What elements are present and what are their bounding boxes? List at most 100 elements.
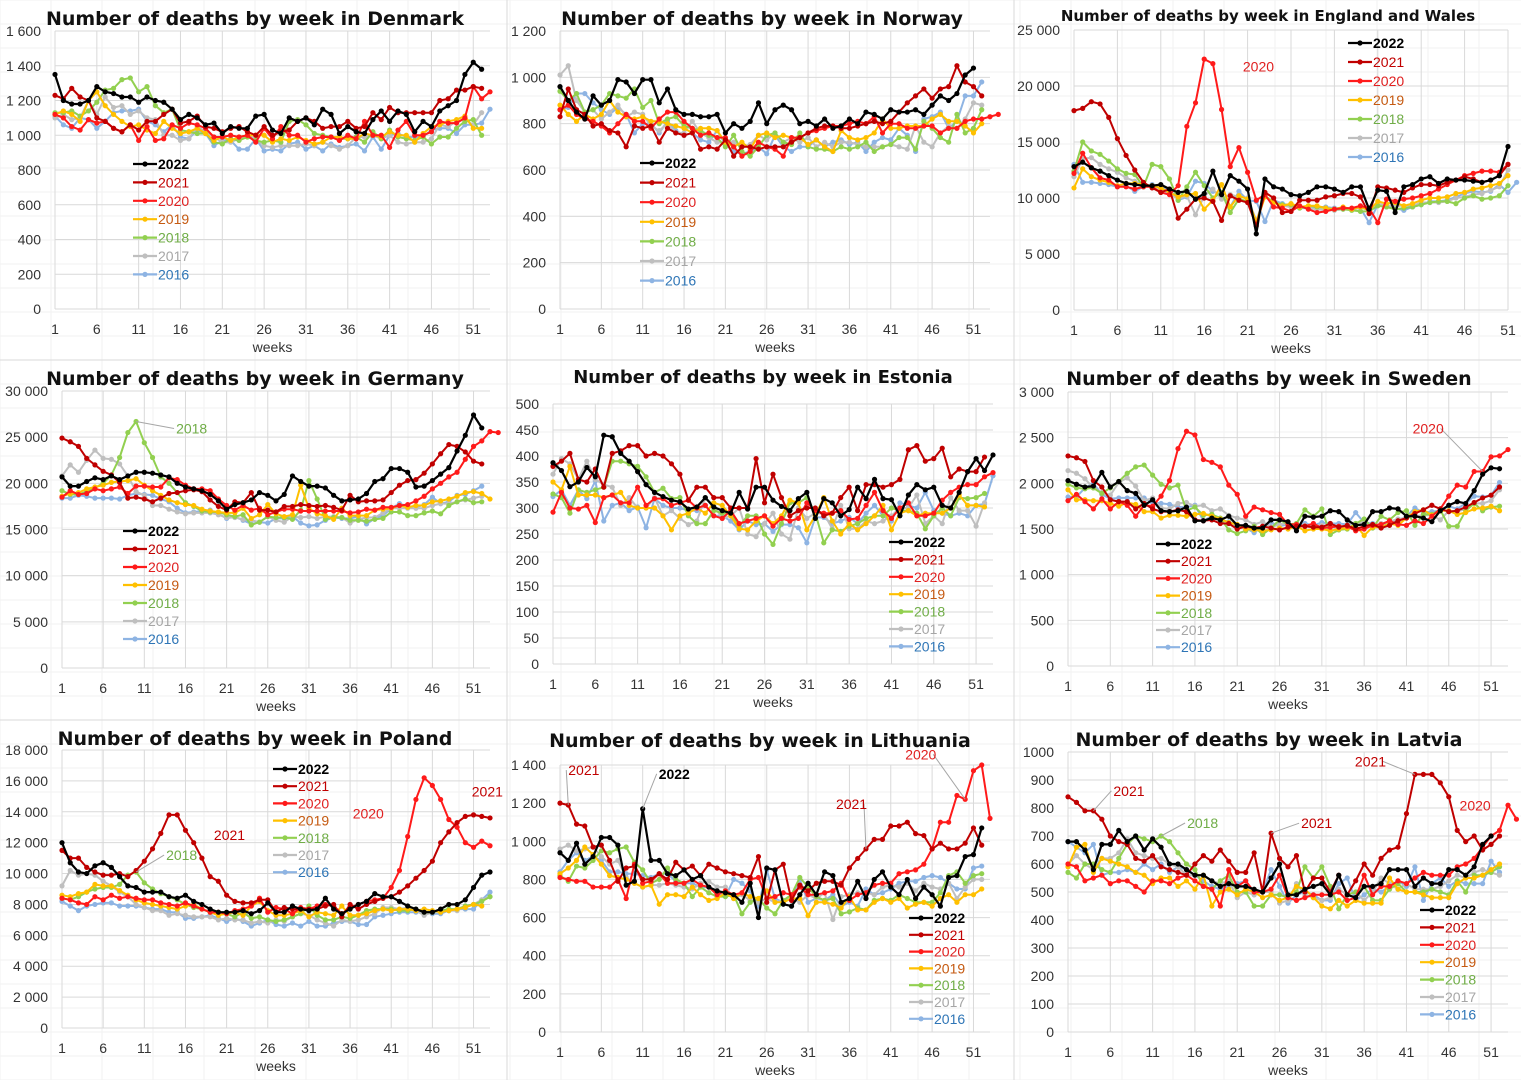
data-point	[855, 521, 861, 527]
data-point	[158, 900, 164, 906]
data-point	[152, 97, 158, 104]
x-tick-label: 1	[51, 321, 59, 337]
data-point	[770, 541, 776, 547]
data-point	[711, 508, 717, 514]
legend-label: 2017	[665, 253, 696, 269]
data-point	[194, 122, 200, 128]
data-point	[1158, 833, 1164, 839]
data-point	[1097, 161, 1103, 167]
legend-marker-icon	[898, 556, 904, 562]
data-point	[1505, 167, 1511, 173]
data-point	[607, 850, 613, 856]
legend-item-2022: 2022	[889, 534, 945, 550]
x-tick-label: 46	[1457, 322, 1473, 338]
data-point	[396, 867, 403, 874]
data-point	[479, 66, 485, 72]
data-point	[355, 912, 361, 918]
data-point	[215, 509, 221, 515]
legend-marker-icon	[282, 818, 288, 824]
legend-marker-icon	[918, 1016, 924, 1022]
legend-marker-icon	[1429, 1011, 1435, 1017]
data-point	[1114, 166, 1120, 172]
data-point	[753, 534, 759, 540]
data-point	[67, 483, 73, 489]
data-point	[855, 515, 861, 521]
data-point	[772, 911, 778, 917]
y-tick-label: 600	[18, 197, 42, 213]
data-point	[1370, 892, 1376, 898]
data-point	[1463, 872, 1469, 878]
data-point	[388, 504, 394, 510]
series-2022	[1065, 827, 1494, 901]
y-tick-label: 15 000	[5, 522, 48, 538]
data-point	[265, 520, 271, 526]
legend-marker-icon	[898, 609, 904, 615]
x-tick-label: 16	[676, 1044, 692, 1060]
x-tick-label: 21	[215, 321, 231, 337]
data-point	[405, 833, 411, 840]
series-line-2017	[61, 449, 483, 524]
data-point	[631, 90, 638, 97]
data-point	[269, 144, 276, 151]
data-point	[487, 869, 493, 875]
data-point	[265, 512, 271, 518]
data-point	[67, 903, 73, 909]
data-point	[914, 513, 920, 519]
data-point	[1123, 170, 1129, 176]
legend-item-2022: 2022	[133, 156, 189, 172]
data-point	[722, 890, 728, 896]
data-point	[921, 123, 927, 129]
data-point	[470, 844, 477, 850]
y-tick-label: 1 000	[511, 833, 546, 849]
data-point	[395, 127, 401, 133]
data-point	[1488, 498, 1494, 504]
data-point	[912, 867, 919, 873]
data-point	[937, 86, 943, 92]
data-point	[141, 880, 147, 886]
data-point	[194, 130, 200, 137]
data-point	[1116, 503, 1122, 509]
data-point	[174, 489, 180, 496]
data-point	[1454, 523, 1460, 529]
x-tick-label: 31	[1314, 1044, 1330, 1060]
data-point	[609, 502, 615, 508]
data-point	[261, 139, 267, 145]
data-point	[557, 846, 563, 852]
data-point	[731, 121, 737, 127]
data-point	[1175, 500, 1181, 507]
data-point	[133, 901, 139, 908]
data-point	[396, 889, 403, 895]
data-point	[598, 853, 604, 860]
data-point	[787, 497, 793, 503]
data-point	[970, 768, 977, 774]
x-tick-label: 11	[635, 321, 650, 337]
data-point	[739, 899, 745, 905]
data-point	[1166, 186, 1173, 192]
series-line-2018	[1067, 464, 1500, 536]
series-line-2022	[61, 413, 483, 511]
data-point	[1327, 520, 1333, 527]
data-point	[937, 890, 943, 896]
series-2022	[550, 432, 996, 521]
data-point	[954, 63, 960, 69]
data-point	[677, 471, 683, 477]
data-point	[1175, 861, 1181, 867]
data-point	[787, 522, 793, 528]
data-point	[1403, 881, 1410, 887]
data-point	[1471, 855, 1477, 861]
data-point	[1386, 867, 1393, 873]
data-point	[970, 93, 977, 99]
data-point	[1302, 886, 1308, 892]
data-point	[970, 873, 977, 879]
data-point	[921, 861, 927, 867]
x-tick-label: 36	[1356, 678, 1372, 694]
y-tick-label: 400	[523, 948, 547, 964]
data-point	[550, 479, 556, 485]
data-point	[67, 860, 73, 866]
data-point	[1357, 194, 1364, 200]
data-point	[888, 505, 895, 511]
data-point	[888, 527, 895, 533]
data-point	[592, 492, 598, 498]
data-point	[689, 863, 695, 869]
